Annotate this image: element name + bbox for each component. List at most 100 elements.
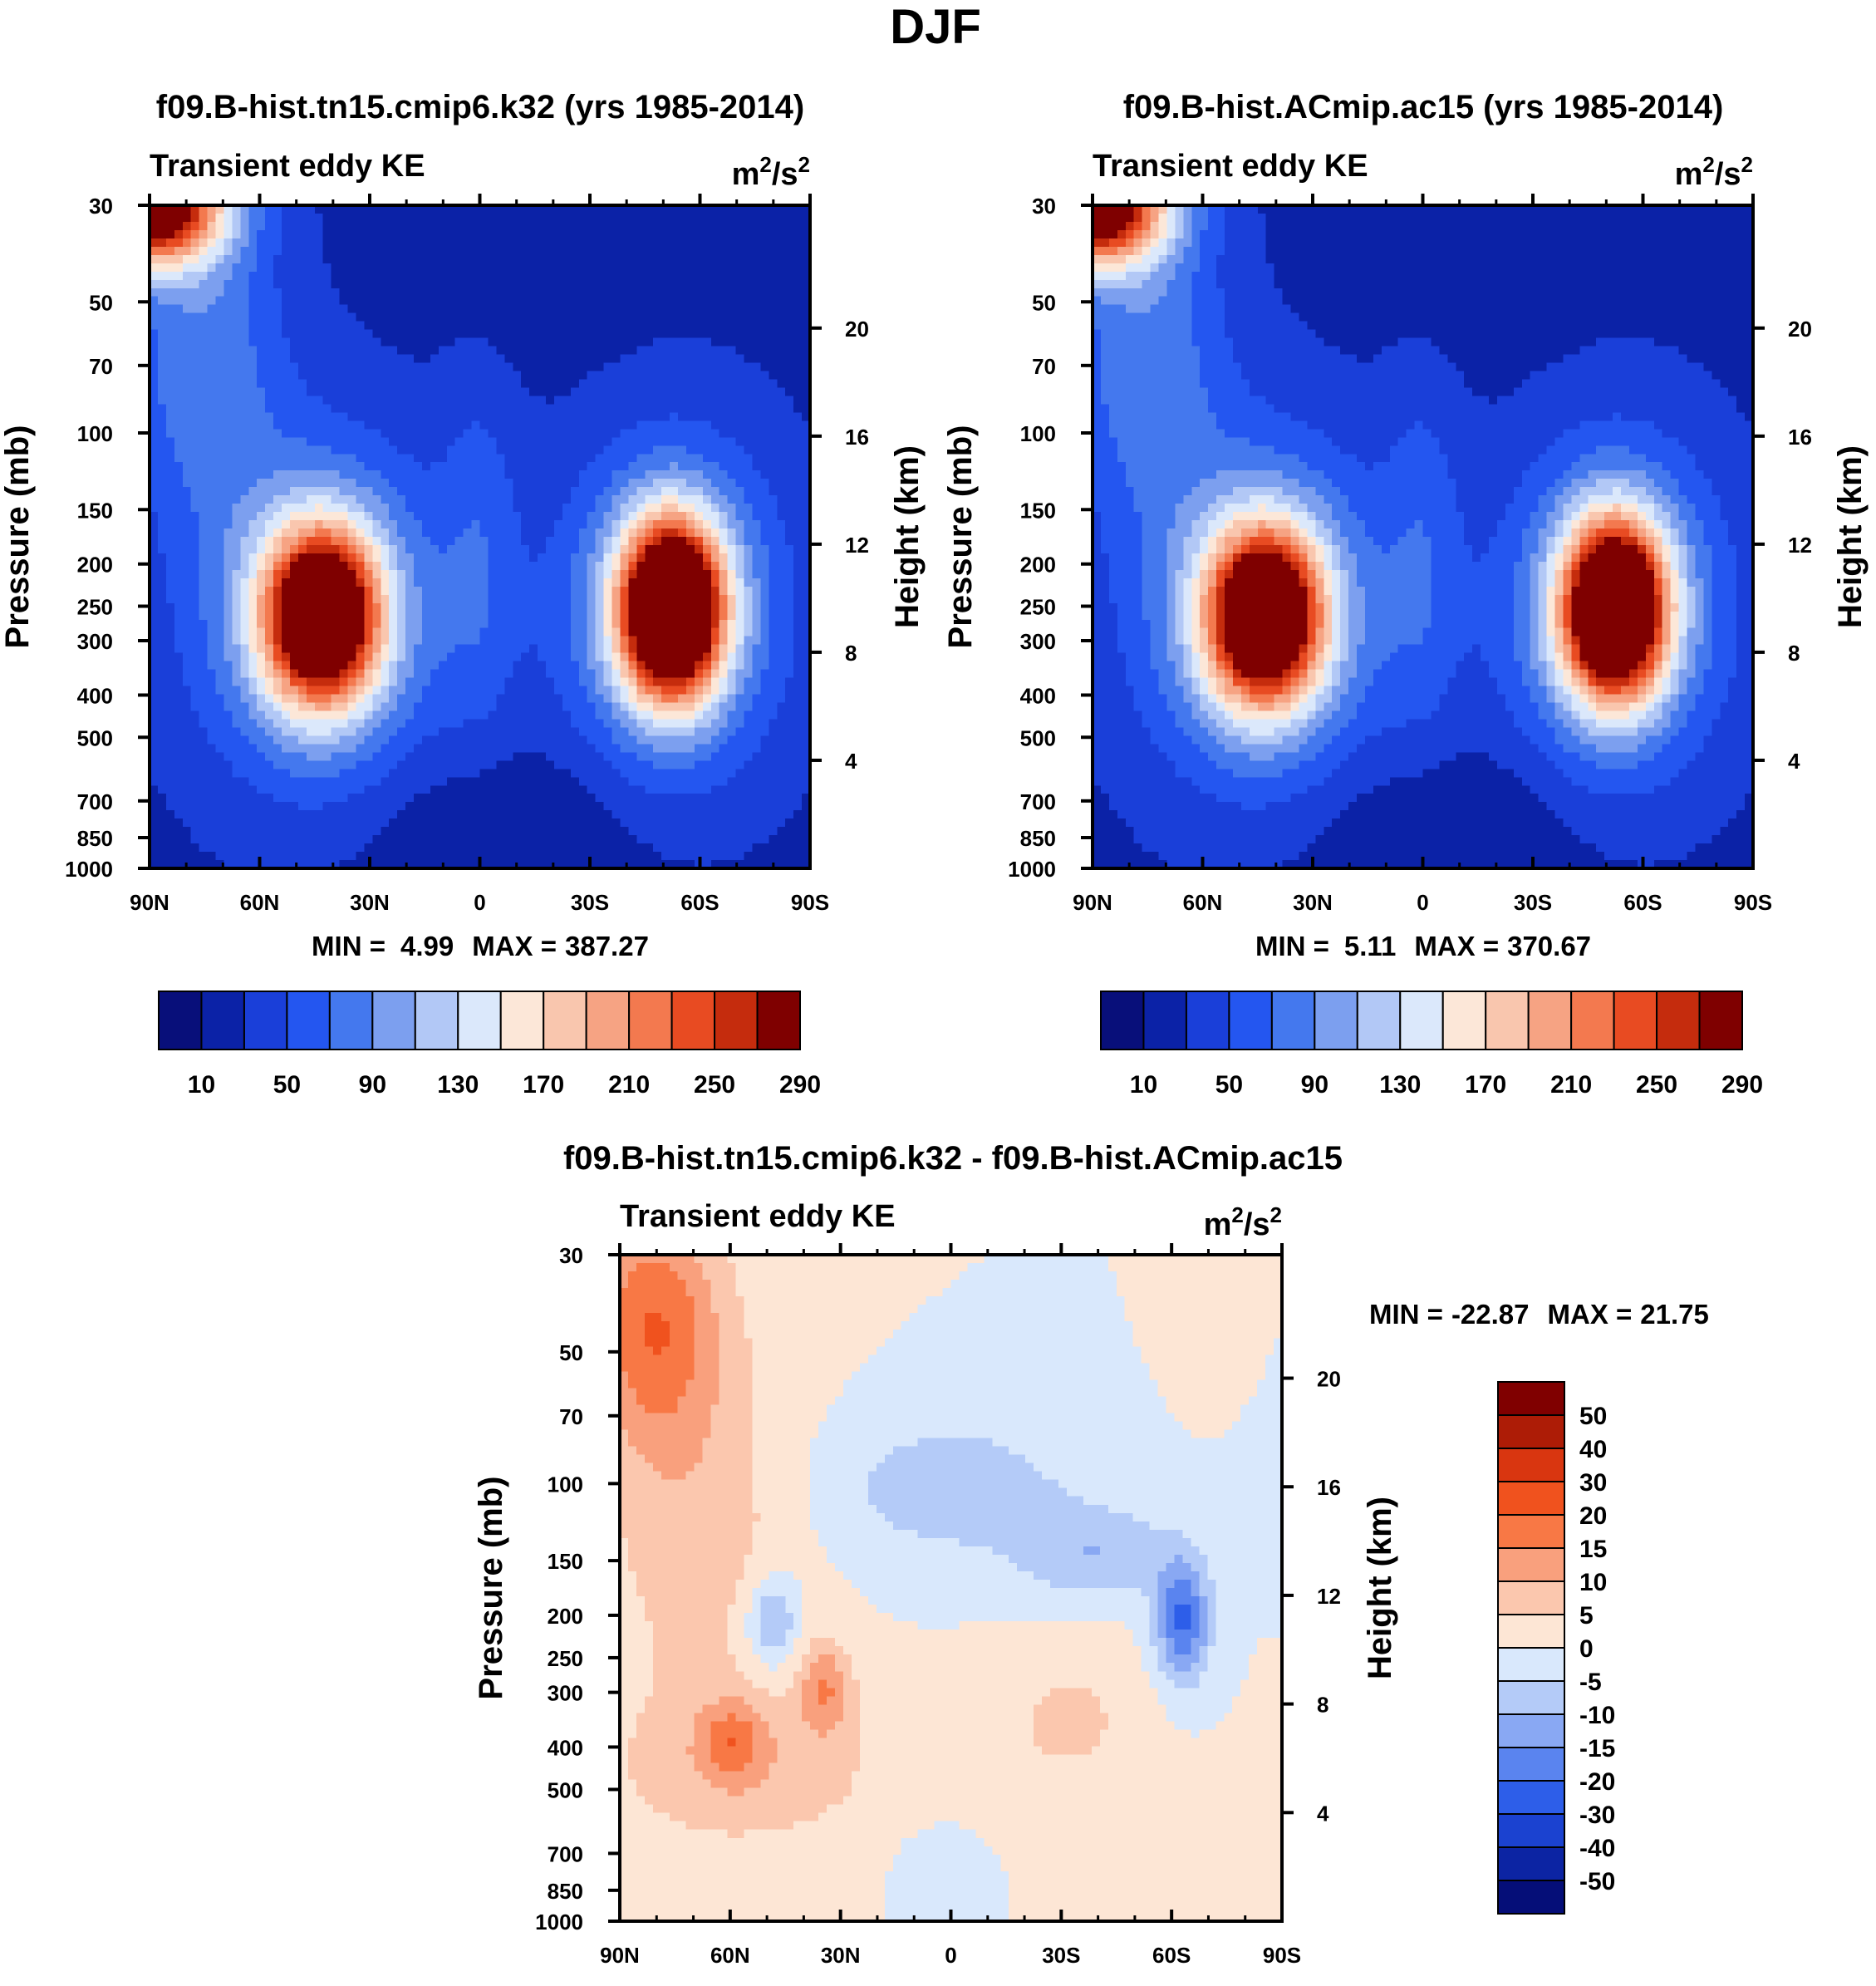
contour-cell	[504, 512, 513, 521]
contour-cell	[777, 429, 786, 438]
contour-cell	[661, 229, 670, 239]
contour-cell	[553, 644, 563, 654]
contour-cell	[389, 296, 398, 306]
contour-cell	[504, 362, 513, 372]
contour-cell	[710, 312, 720, 322]
contour-cell	[670, 437, 679, 446]
contour-cell	[223, 288, 233, 297]
contour-cell	[405, 644, 415, 654]
contour-cell	[513, 404, 522, 414]
contour-cell	[529, 396, 538, 406]
contour-cell	[735, 479, 745, 488]
contour-cell	[265, 694, 274, 704]
contour-cell	[414, 296, 423, 306]
contour-cell	[165, 387, 175, 397]
contour-cell	[421, 354, 431, 364]
contour-cell	[661, 221, 670, 231]
contour-cell	[538, 246, 547, 256]
contour-cell	[587, 346, 597, 356]
contour-cell	[356, 205, 366, 214]
contour-cell	[421, 710, 431, 720]
contour-cell	[521, 362, 530, 372]
contour-cell	[446, 578, 456, 587]
contour-cell	[372, 321, 381, 331]
contour-cell	[603, 528, 613, 538]
contour-cell	[562, 221, 572, 231]
contour-cell	[529, 246, 538, 256]
contour-cell	[207, 238, 217, 248]
contour-cell	[710, 694, 720, 704]
contour-cell	[438, 594, 448, 604]
contour-cell	[257, 271, 266, 281]
contour-cell	[372, 420, 381, 430]
contour-cell	[628, 602, 638, 612]
contour-cell	[578, 321, 588, 331]
contour-cell	[182, 387, 192, 397]
contour-cell	[793, 537, 803, 546]
contour-cell	[314, 271, 324, 281]
contour-cell	[240, 337, 249, 347]
contour-cell	[430, 271, 440, 281]
contour-cell	[710, 205, 720, 214]
contour-cell	[685, 487, 695, 496]
contour-cell	[150, 702, 159, 712]
contour-cell	[165, 238, 175, 248]
contour-cell	[471, 371, 481, 381]
contour-cell	[356, 512, 366, 521]
contour-cell	[289, 644, 299, 654]
contour-cell	[793, 479, 803, 488]
contour-cell	[339, 627, 349, 637]
contour-cell	[488, 470, 498, 479]
contour-cell	[760, 495, 770, 504]
contour-cell	[702, 462, 712, 471]
contour-cell	[364, 246, 374, 256]
contour-cell	[777, 437, 786, 446]
contour-cell	[744, 661, 754, 671]
contour-cell	[785, 312, 794, 322]
contour-cell	[273, 379, 282, 389]
contour-cell	[215, 537, 225, 546]
contour-cell	[165, 495, 175, 504]
contour-cell	[785, 454, 794, 463]
contour-cell	[636, 611, 646, 621]
contour-cell	[760, 396, 770, 406]
contour-cell	[257, 537, 266, 546]
contour-cell	[157, 205, 167, 214]
contour-cell	[553, 627, 563, 637]
contour-cell	[694, 337, 704, 347]
contour-cell	[595, 288, 605, 297]
contour-cell	[685, 412, 695, 422]
contour-cell	[628, 586, 638, 596]
contour-cell	[331, 627, 341, 637]
contour-cell	[645, 213, 654, 223]
contour-cell	[240, 346, 249, 356]
contour-cell	[529, 553, 538, 563]
contour-cell	[611, 362, 621, 372]
contour-cell	[446, 537, 456, 546]
contour-cell	[587, 238, 597, 248]
contour-cell	[207, 561, 217, 571]
contour-cell	[694, 462, 704, 471]
contour-cell	[389, 611, 398, 621]
contour-cell	[405, 537, 415, 546]
contour-cell	[446, 354, 456, 364]
contour-cell	[389, 404, 398, 414]
contour-cell	[670, 627, 679, 637]
contour-cell	[389, 569, 398, 579]
contour-cell	[199, 686, 209, 696]
contour-cell	[397, 677, 406, 687]
contour-cell	[454, 387, 464, 397]
contour-cell	[628, 329, 638, 339]
contour-cell	[223, 371, 233, 381]
contour-cell	[347, 387, 357, 397]
contour-cell	[314, 719, 324, 729]
contour-cell	[636, 627, 646, 637]
contour-cell	[645, 437, 654, 446]
contour-cell	[802, 520, 810, 529]
contour-cell	[645, 652, 654, 662]
contour-cell	[661, 487, 670, 496]
contour-cell	[521, 512, 530, 521]
contour-cell	[496, 296, 506, 306]
contour-cell	[479, 504, 489, 513]
contour-cell	[240, 412, 249, 422]
